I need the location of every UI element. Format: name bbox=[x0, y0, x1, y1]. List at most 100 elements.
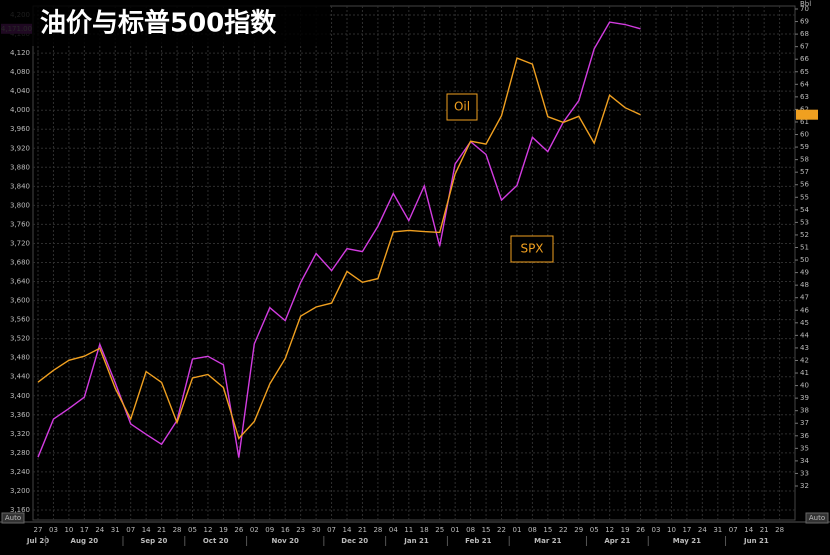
x-tick-label: 10 bbox=[64, 526, 73, 534]
y2-tick-label: 36 bbox=[800, 432, 809, 440]
x-tick-label: 12 bbox=[605, 526, 614, 534]
y2-tick-label: 59 bbox=[800, 143, 809, 151]
x-tick-label: 28 bbox=[173, 526, 182, 534]
y-tick-label: 3,720 bbox=[10, 239, 30, 247]
y-tick-label: 3,800 bbox=[10, 201, 30, 209]
x-tick-label: 18 bbox=[420, 526, 429, 534]
x-tick-label: 15 bbox=[543, 526, 552, 534]
x-tick-label: 19 bbox=[219, 526, 228, 534]
y2-tick-label: 53 bbox=[800, 218, 809, 226]
month-label: Aug 20 bbox=[71, 537, 99, 545]
x-tick-label: 12 bbox=[203, 526, 212, 534]
y2-tick-label: 66 bbox=[800, 55, 809, 63]
x-tick-label: 04 bbox=[389, 526, 398, 534]
x-tick-label: 22 bbox=[497, 526, 506, 534]
x-tick-label: 31 bbox=[111, 526, 120, 534]
y-tick-label: 4,120 bbox=[10, 49, 30, 57]
x-tick-label: 03 bbox=[652, 526, 661, 534]
x-tick-label: 03 bbox=[49, 526, 58, 534]
month-label: May 21 bbox=[673, 537, 701, 545]
y2-tick-label: 49 bbox=[800, 269, 809, 277]
legend-label: Oil bbox=[454, 100, 470, 114]
month-label: Oct 20 bbox=[203, 537, 229, 545]
y2-tick-label: 40 bbox=[800, 382, 809, 390]
y-tick-label: 3,240 bbox=[10, 468, 30, 476]
y2-tick-label: 41 bbox=[800, 369, 809, 377]
x-tick-label: 19 bbox=[621, 526, 630, 534]
month-label: Nov 20 bbox=[271, 537, 299, 545]
y2-tick-label: 64 bbox=[800, 80, 809, 88]
y2-tick-label: 65 bbox=[800, 68, 809, 76]
y2-tick-label: 46 bbox=[800, 306, 809, 314]
y-tick-label: 3,680 bbox=[10, 259, 30, 267]
y2-tick-label: 63 bbox=[800, 93, 809, 101]
y-tick-label: 3,960 bbox=[10, 125, 30, 133]
x-tick-label: 26 bbox=[636, 526, 645, 534]
y2-tick-label: 52 bbox=[800, 231, 809, 239]
x-tick-label: 17 bbox=[682, 526, 691, 534]
chart-title: 油价与标普500指数 bbox=[40, 8, 277, 39]
month-label: Mar 21 bbox=[534, 537, 561, 545]
y2-tick-label: 43 bbox=[800, 344, 809, 352]
y2-tick-label: 38 bbox=[800, 407, 809, 415]
x-tick-label: 31 bbox=[713, 526, 722, 534]
legend-box bbox=[510, 235, 554, 263]
x-tick-label: 05 bbox=[590, 526, 599, 534]
x-tick-label: 09 bbox=[265, 526, 274, 534]
x-tick-label: 30 bbox=[312, 526, 321, 534]
y-tick-label: 4,040 bbox=[10, 87, 30, 95]
y2-tick-label: 47 bbox=[800, 294, 809, 302]
x-tick-label: 08 bbox=[528, 526, 537, 534]
x-tick-label: 07 bbox=[327, 526, 336, 534]
x-tick-label: 21 bbox=[157, 526, 166, 534]
x-tick-label: 14 bbox=[142, 526, 151, 534]
x-tick-label: 02 bbox=[250, 526, 259, 534]
x-tick-label: 25 bbox=[435, 526, 444, 534]
x-tick-label: 28 bbox=[775, 526, 784, 534]
month-label: Apr 21 bbox=[604, 537, 630, 545]
auto-button-label: Auto bbox=[809, 514, 825, 522]
last-value-box bbox=[796, 109, 818, 120]
x-tick-label: 27 bbox=[34, 526, 43, 534]
series-line bbox=[37, 57, 641, 440]
x-tick-label: 01 bbox=[512, 526, 521, 534]
y2-tick-label: 37 bbox=[800, 419, 809, 427]
x-tick-label: 08 bbox=[466, 526, 475, 534]
y2-tick-label: 45 bbox=[800, 319, 809, 327]
y-tick-label: 3,160 bbox=[10, 506, 30, 514]
y-tick-label: 3,320 bbox=[10, 430, 30, 438]
x-tick-label: 10 bbox=[667, 526, 676, 534]
title-background bbox=[0, 0, 330, 46]
y-tick-label: 3,200 bbox=[10, 487, 30, 495]
x-tick-label: 14 bbox=[343, 526, 352, 534]
y2-tick-label: 62 bbox=[800, 105, 809, 113]
y-tick-label: 3,880 bbox=[10, 163, 30, 171]
y-tick-label: 3,400 bbox=[10, 392, 30, 400]
auto-button bbox=[1, 512, 25, 524]
y-tick-label: 3,520 bbox=[10, 335, 30, 343]
legend-label: SPX bbox=[520, 242, 543, 256]
series-line bbox=[37, 21, 641, 458]
x-tick-label: 24 bbox=[698, 526, 707, 534]
y2-tick-label: 50 bbox=[800, 256, 809, 264]
y2-tick-label: 55 bbox=[800, 193, 809, 201]
y2-tick-label: 54 bbox=[800, 206, 809, 214]
month-label: Jun 21 bbox=[743, 537, 769, 545]
y-tick-label: 4,000 bbox=[10, 106, 30, 114]
x-tick-label: 16 bbox=[281, 526, 290, 534]
y2-tick-label: 33 bbox=[800, 469, 809, 477]
y-tick-label: 3,360 bbox=[10, 411, 30, 419]
y-tick-label: 3,560 bbox=[10, 316, 30, 324]
x-tick-label: 21 bbox=[760, 526, 769, 534]
y2-tick-label: 34 bbox=[800, 457, 809, 465]
y2-tick-label: 67 bbox=[800, 43, 809, 51]
y2-tick-label: 58 bbox=[800, 156, 809, 164]
auto-button bbox=[805, 512, 829, 524]
x-tick-label: 26 bbox=[234, 526, 243, 534]
y2-tick-label: 69 bbox=[800, 18, 809, 26]
x-tick-label: 14 bbox=[744, 526, 753, 534]
y-tick-label: 4,080 bbox=[10, 68, 30, 76]
y2-tick-label: 42 bbox=[800, 356, 809, 364]
y2-tick-label: 68 bbox=[800, 30, 809, 38]
